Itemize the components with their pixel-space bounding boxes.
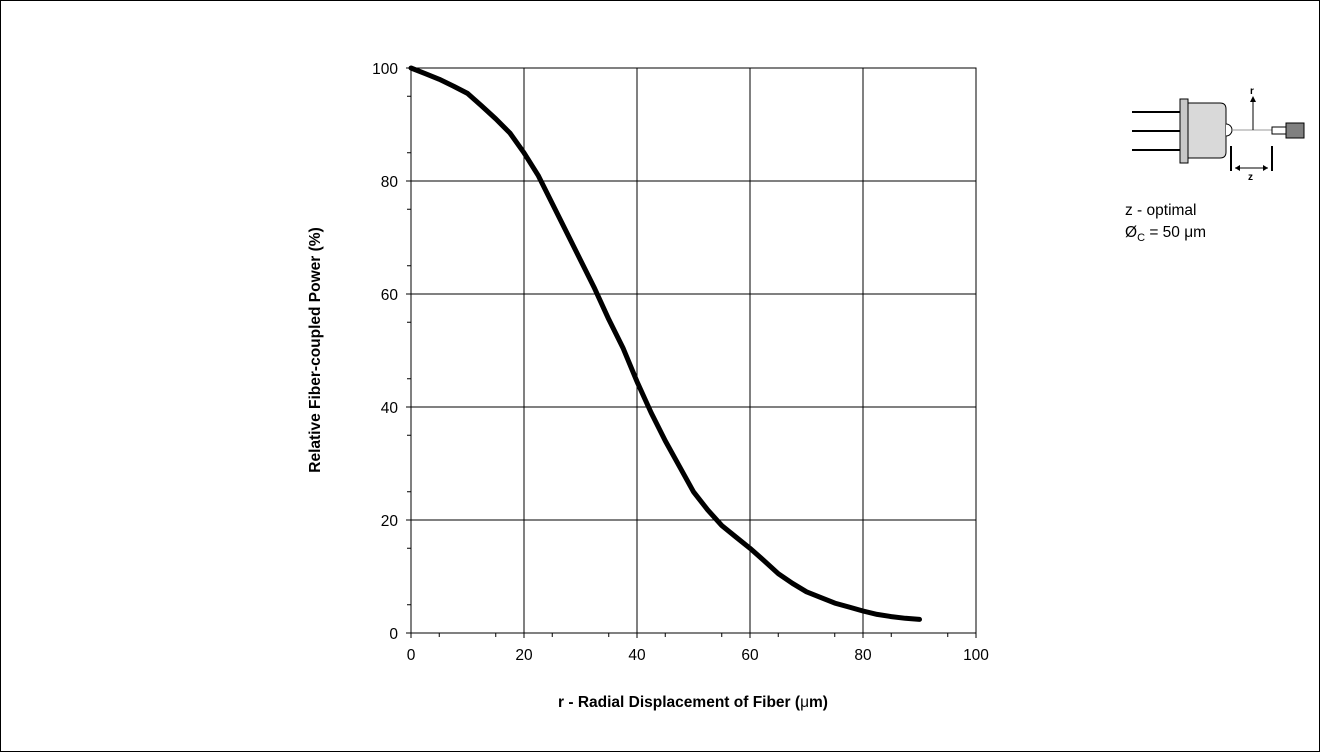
minor-ticks xyxy=(407,95,949,637)
svg-text:r: r xyxy=(1250,86,1254,97)
fiber-coupling-diagram-icon: r z xyxy=(1132,86,1305,183)
y-tick-label: 40 xyxy=(381,400,399,417)
y-tick-label: 80 xyxy=(381,174,399,191)
x-tick-label: 80 xyxy=(854,647,872,664)
svg-text:z: z xyxy=(1248,172,1253,183)
series-line xyxy=(408,65,922,622)
grid xyxy=(406,67,977,638)
y-tick-label: 20 xyxy=(381,513,399,530)
x-tick-label: 60 xyxy=(741,647,759,664)
x-tick-label: 20 xyxy=(515,647,533,664)
x-tick-label: 0 xyxy=(407,647,416,664)
x-axis-title: r - Radial Displacement of Fiber (μm) xyxy=(558,694,828,711)
y-tick-label: 60 xyxy=(381,287,399,304)
annotation-core-diameter: ØC = 50 μm xyxy=(1125,224,1206,244)
x-tick-labels: 0 20 40 60 80 100 xyxy=(407,647,990,664)
x-tick-label: 100 xyxy=(963,647,989,664)
y-tick-label: 100 xyxy=(372,61,398,78)
y-tick-labels: 0 20 40 60 80 100 xyxy=(372,61,398,643)
annotation-z-optimal: z - optimal xyxy=(1125,202,1197,219)
y-tick-label: 0 xyxy=(389,626,398,643)
plot-area xyxy=(410,67,977,634)
x-tick-label: 40 xyxy=(628,647,646,664)
y-axis-title: Relative Fiber-coupled Power (%) xyxy=(307,227,324,472)
